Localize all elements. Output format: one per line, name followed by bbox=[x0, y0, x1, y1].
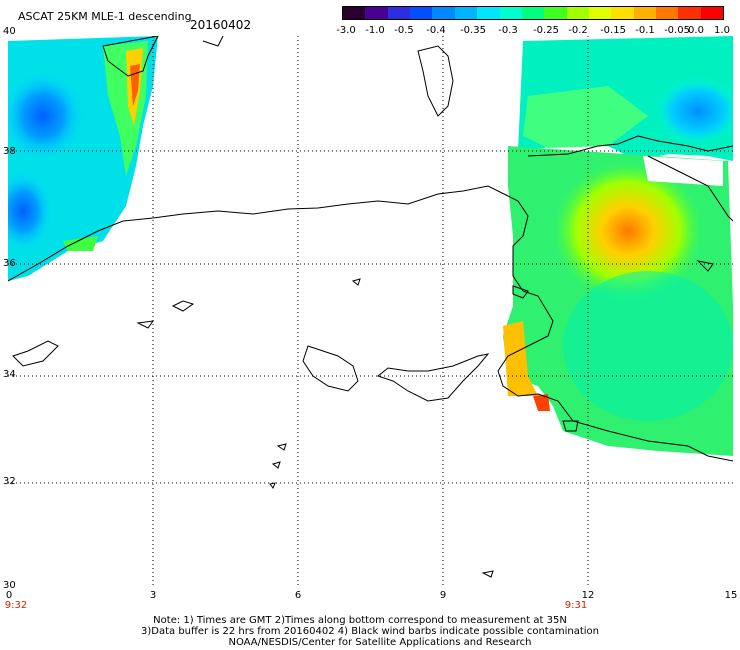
colorbar-swatch bbox=[700, 7, 724, 19]
grid bbox=[8, 36, 733, 588]
colorbar-label: -0.05 bbox=[664, 25, 690, 36]
colorbar-label: -1.0 bbox=[365, 25, 385, 36]
colorbar-swatch bbox=[544, 7, 567, 19]
map-title: ASCAT 25KM MLE-1 descending bbox=[18, 10, 192, 23]
colorbar-label: 1.0 bbox=[714, 25, 730, 36]
colorbar-label: -0.15 bbox=[600, 25, 626, 36]
colorbar-swatch bbox=[432, 7, 455, 19]
colorbar-label: 0.0 bbox=[688, 25, 704, 36]
colorbar bbox=[342, 6, 724, 20]
colorbar-label: -0.25 bbox=[533, 25, 559, 36]
colorbar-label: -0.2 bbox=[568, 25, 588, 36]
time-label: 9:31 bbox=[564, 600, 588, 611]
y-axis-label: 38 bbox=[3, 146, 16, 157]
y-axis-label: 32 bbox=[3, 476, 16, 487]
map-date: 20160402 bbox=[190, 18, 252, 32]
colorbar-swatch bbox=[521, 7, 545, 19]
y-axis-label: 36 bbox=[3, 258, 16, 269]
note-line: Note: 1) Times are GMT 2)Times along bot… bbox=[153, 615, 567, 626]
x-axis-label: 3 bbox=[149, 590, 157, 601]
x-axis-label: 9 bbox=[439, 590, 447, 601]
colorbar-swatch bbox=[656, 7, 679, 19]
x-axis-label: 6 bbox=[294, 590, 302, 601]
time-label: 9:32 bbox=[4, 600, 28, 611]
note-line: 3)Data buffer is 22 hrs from 20160402 4)… bbox=[141, 626, 599, 637]
colorbar-label: -0.35 bbox=[460, 25, 486, 36]
x-axis-label: 12 bbox=[581, 590, 595, 601]
x-axis-label: 0 bbox=[5, 590, 13, 601]
colorbar-swatch bbox=[611, 7, 634, 19]
y-axis-label: 40 bbox=[3, 26, 16, 37]
colorbar-swatch bbox=[454, 7, 478, 19]
right-swath bbox=[503, 36, 733, 456]
colorbar-swatch bbox=[387, 7, 411, 19]
colorbar-labels: -3.0 -1.0 -0.5 -0.4 -0.35 -0.3 -0.25 -0.… bbox=[328, 25, 738, 37]
coastlines bbox=[8, 36, 733, 578]
colorbar-swatch bbox=[566, 7, 589, 19]
map-plot bbox=[8, 36, 733, 588]
colorbar-swatch bbox=[588, 7, 612, 19]
colorbar-swatch bbox=[365, 7, 388, 19]
colorbar-label: -0.4 bbox=[426, 25, 446, 36]
x-axis-label: 15 bbox=[724, 590, 738, 601]
y-axis-label: 34 bbox=[3, 369, 16, 380]
colorbar-swatch bbox=[499, 7, 522, 19]
colorbar-swatch bbox=[477, 7, 500, 19]
colorbar-label: -3.0 bbox=[336, 25, 356, 36]
colorbar-gradient bbox=[342, 6, 724, 20]
colorbar-swatch bbox=[633, 7, 657, 19]
colorbar-label: -0.5 bbox=[394, 25, 414, 36]
colorbar-swatch bbox=[343, 7, 366, 19]
left-swath bbox=[8, 36, 158, 281]
colorbar-label: -0.1 bbox=[635, 25, 655, 36]
colorbar-swatch bbox=[678, 7, 701, 19]
colorbar-label: -0.3 bbox=[498, 25, 518, 36]
y-axis-label: 30 bbox=[3, 580, 16, 591]
note-line: NOAA/NESDIS/Center for Satellite Applica… bbox=[228, 637, 532, 648]
colorbar-swatch bbox=[410, 7, 433, 19]
